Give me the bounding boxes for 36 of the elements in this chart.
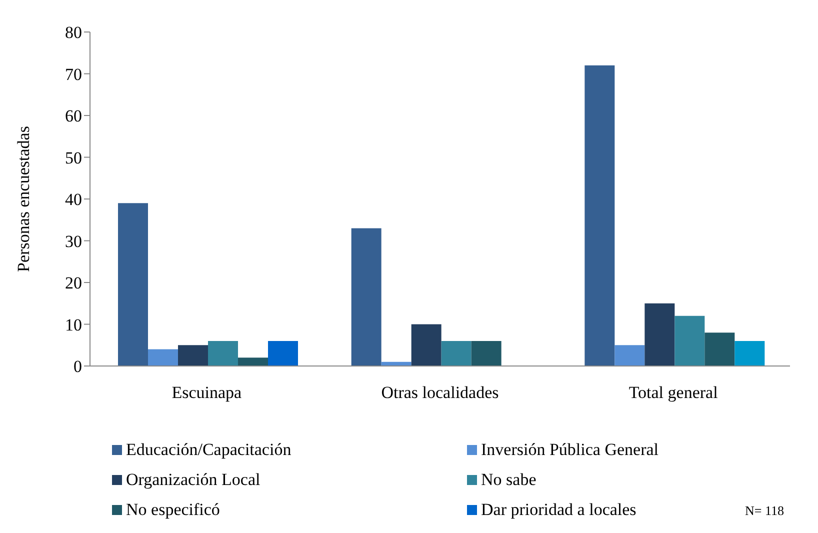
y-tick-label: 80: [65, 23, 82, 42]
y-tick-label: 10: [65, 315, 82, 334]
x-tick-label: Escuinapa: [172, 383, 242, 402]
x-tick-label: Otras localidades: [381, 383, 499, 402]
y-tick-label: 50: [65, 148, 82, 168]
bar: [704, 332, 735, 366]
bar: [584, 65, 615, 366]
bar: [208, 340, 238, 366]
text: N= 118: [745, 503, 784, 519]
bar: [674, 316, 705, 366]
bar: [734, 340, 765, 366]
x-tick-label: Total general: [628, 383, 718, 402]
legend-label: Organización Local: [126, 470, 260, 490]
legend-label: Educación/Capacitación: [126, 440, 292, 460]
bar: [118, 203, 148, 366]
bar: [148, 349, 178, 366]
bar: [614, 345, 645, 366]
bar: [441, 340, 472, 366]
bar: [644, 303, 675, 366]
bar: [268, 340, 298, 366]
y-tick-label: 0: [74, 357, 82, 376]
legend-label: No sabe: [481, 470, 536, 490]
bar: [178, 345, 208, 366]
legend-label: Dar prioridad a locales: [481, 500, 636, 520]
y-tick-label: 30: [65, 232, 82, 251]
y-tick-label: 60: [65, 106, 82, 126]
y-tick-label: 20: [65, 274, 82, 293]
bar: [411, 324, 442, 366]
y-tick-label: 40: [65, 190, 82, 210]
y-tick-label: 70: [65, 64, 82, 84]
bar: [471, 340, 502, 366]
legend-label: Inversión Pública General: [481, 440, 658, 460]
legend-label: No especificó: [126, 500, 220, 520]
bar: [238, 358, 268, 366]
bar: [351, 228, 382, 366]
y-axis-title: Personas encuestadas: [14, 126, 34, 272]
